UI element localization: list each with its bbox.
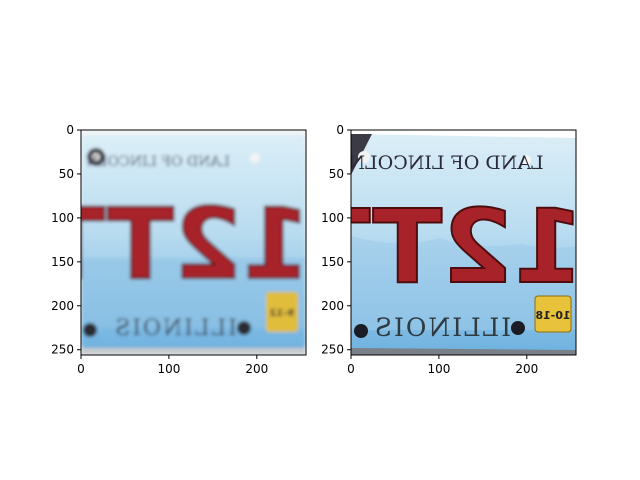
plate-slogan: LAND OF LINCOLN	[348, 152, 543, 174]
sticker-text: 10-18	[535, 309, 570, 322]
x-tick-label: 0	[77, 362, 85, 376]
plate-state: ILLINOIS	[373, 313, 511, 342]
y-tick-label: 150	[321, 255, 344, 269]
registration-sticker	[534, 295, 572, 333]
plate-state: ILLINOIS	[113, 316, 237, 341]
y-tick-label: 200	[51, 299, 74, 313]
axes-frame	[80, 129, 307, 356]
y-tick-label: 250	[321, 343, 344, 357]
y-tick-label: 150	[51, 255, 74, 269]
right-plate-image: LAND OF LINCOLN P 12TT7 ILLINOIS 10-18	[230, 130, 640, 355]
plate-number: P 12TT7	[0, 188, 416, 302]
y-tick-label: 100	[51, 211, 74, 225]
y-tick-label: 200	[321, 299, 344, 313]
y-tick-label: 100	[321, 211, 344, 225]
x-tick-label: 100	[427, 362, 450, 376]
y-tick-label: 50	[59, 167, 74, 181]
bolt-icon	[237, 321, 251, 335]
left-axis-ticks: 0 100 200 0 50 100 150 200 250	[51, 123, 268, 376]
sticker-text: 9-12	[269, 308, 294, 319]
left-plate-image: LAND OF LINCOLN P 12TT7 ILLINOIS 9-12	[0, 130, 416, 355]
bolt-icon	[511, 321, 525, 335]
x-tick-label: 200	[515, 362, 538, 376]
right-axis-ticks: 0 100 200 0 50 100 150 200 250	[321, 123, 538, 376]
axes-frame	[350, 129, 577, 356]
y-tick-label: 0	[66, 123, 74, 137]
x-tick-label: 0	[347, 362, 355, 376]
right-panel: LAND OF LINCOLN P 12TT7 ILLINOIS 10-18 0…	[230, 123, 640, 376]
y-tick-label: 50	[329, 167, 344, 181]
y-tick-label: 0	[336, 123, 344, 137]
x-tick-label: 200	[245, 362, 268, 376]
bolt-icon	[354, 324, 368, 338]
left-panel: LAND OF LINCOLN P 12TT7 ILLINOIS 9-12 0 1…	[0, 123, 416, 376]
plate-number: P 12TT7	[230, 188, 640, 307]
x-tick-label: 100	[157, 362, 180, 376]
bolt-icon	[83, 323, 97, 337]
plate-slogan: LAND OF LINCOLN	[86, 154, 230, 170]
registration-sticker	[266, 292, 298, 332]
y-tick-label: 250	[51, 343, 74, 357]
